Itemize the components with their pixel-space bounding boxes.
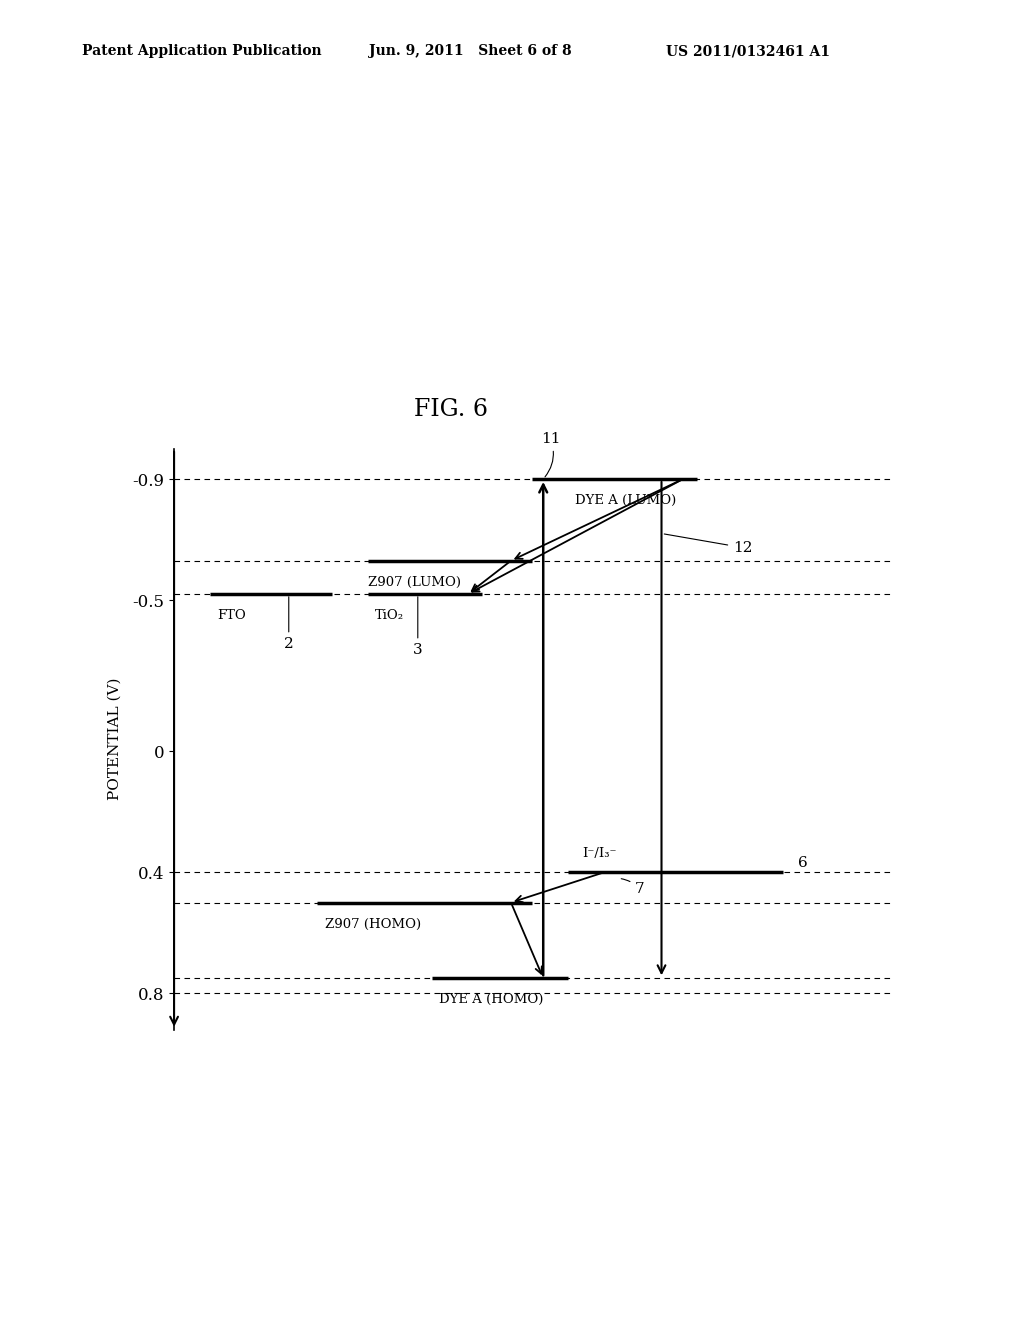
- Text: Z907 (HOMO): Z907 (HOMO): [325, 917, 421, 931]
- Text: FTO: FTO: [217, 609, 246, 622]
- Text: 3: 3: [413, 597, 423, 657]
- Text: Patent Application Publication: Patent Application Publication: [82, 45, 322, 58]
- Text: 2: 2: [284, 597, 294, 652]
- Text: 7: 7: [622, 879, 645, 896]
- Text: TiO₂: TiO₂: [375, 609, 403, 622]
- Text: 12: 12: [665, 535, 753, 554]
- Text: I⁻/I₃⁻: I⁻/I₃⁻: [583, 847, 617, 861]
- Text: 11: 11: [541, 432, 560, 477]
- Text: 6: 6: [798, 857, 808, 870]
- Text: FIG. 6: FIG. 6: [414, 397, 487, 421]
- Text: Z907 (LUMO): Z907 (LUMO): [368, 576, 461, 589]
- Text: US 2011/0132461 A1: US 2011/0132461 A1: [666, 45, 829, 58]
- Text: DYE A (HOMO): DYE A (HOMO): [439, 993, 544, 1006]
- Text: Jun. 9, 2011   Sheet 6 of 8: Jun. 9, 2011 Sheet 6 of 8: [369, 45, 571, 58]
- Text: DYE A (LUMO): DYE A (LUMO): [575, 494, 677, 507]
- Y-axis label: POTENTIAL (V): POTENTIAL (V): [108, 678, 121, 800]
